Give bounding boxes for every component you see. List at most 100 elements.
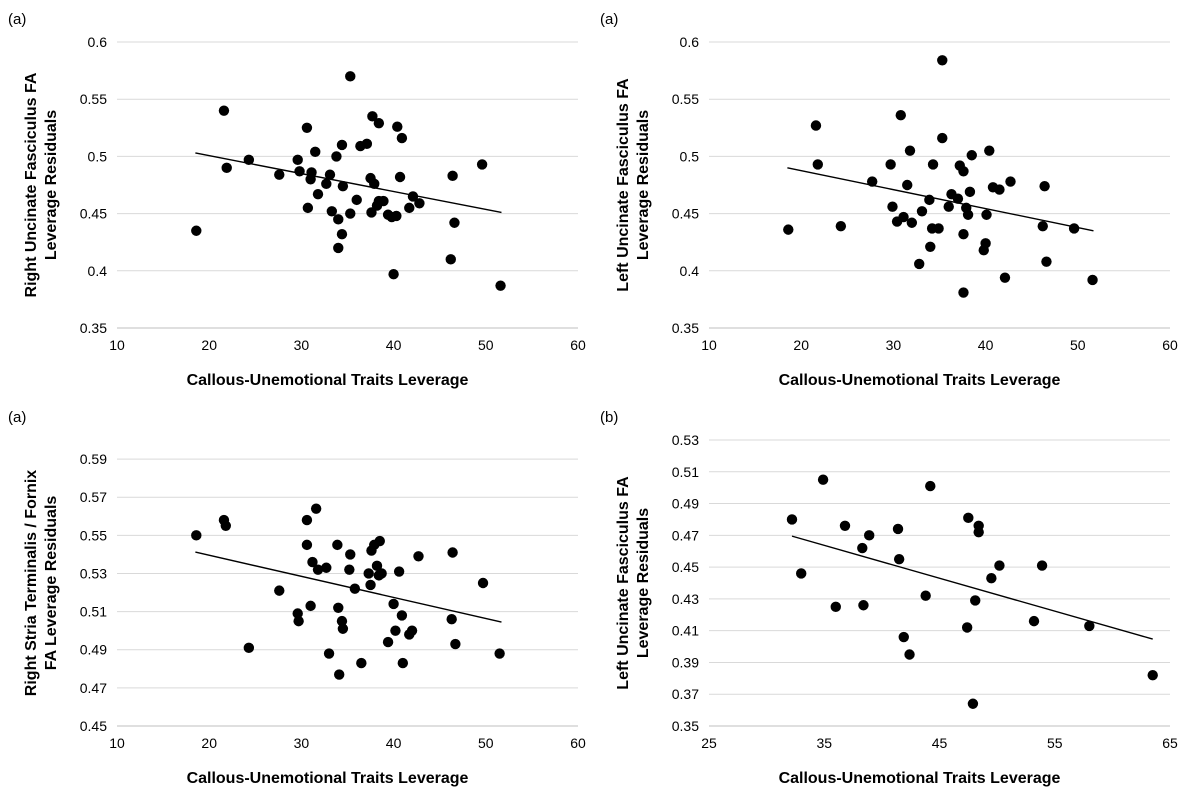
- data-point: [356, 657, 367, 669]
- data-point: [866, 176, 878, 187]
- y-axis-title: Left Uncinate Fasciculus FA: [615, 476, 632, 690]
- scatter-chart: 0.35 0.37 0.39 0.41 0.43 0.45 0.47 0.49 0.51 0.53…: [600, 409, 1178, 787]
- data-point: [973, 526, 984, 538]
- data-point: [404, 202, 415, 214]
- x-axis-title: Callous-Unemotional Traits Leverage: [187, 372, 469, 389]
- data-point: [367, 111, 378, 122]
- data-point: [1039, 180, 1050, 192]
- data-point: [984, 145, 995, 156]
- data-point: [1005, 176, 1016, 187]
- scatter-chart: 0.35 0.4 0.45 0.5 0.55 0.6 10 20 30 40 50 60 Callous…: [8, 11, 586, 389]
- y-tick-label: 0.39: [672, 654, 699, 670]
- data-point: [191, 530, 202, 541]
- data-point: [966, 150, 977, 161]
- data-point: [964, 186, 976, 198]
- data-point: [396, 132, 408, 144]
- data-point: [783, 224, 794, 235]
- data-point: [293, 615, 304, 627]
- data-point: [906, 217, 918, 228]
- data-point: [994, 184, 1005, 195]
- data-point: [477, 577, 489, 589]
- trendline: [787, 167, 1094, 232]
- data-point: [321, 178, 332, 190]
- data-point: [307, 556, 318, 568]
- scatter-chart: 0.35 0.4 0.45 0.5 0.55 0.6 10 20 30 40 50 60 Callous…: [600, 11, 1178, 389]
- data-point: [898, 211, 909, 223]
- x-tick-label: 50: [478, 735, 494, 751]
- panel-label: (b): [600, 409, 618, 426]
- data-point: [218, 105, 230, 116]
- data-point: [406, 625, 418, 636]
- data-point: [898, 631, 909, 643]
- data-point: [830, 601, 841, 613]
- panel-bottom-left: 0.45 0.47 0.49 0.51 0.53 0.55 0.57 0.59 10 20 30 40…: [0, 398, 592, 796]
- data-point: [345, 549, 356, 560]
- data-point: [243, 154, 255, 166]
- y-tick-label: 0.45: [80, 718, 107, 734]
- x-tick-label: 10: [701, 337, 717, 353]
- data-point: [963, 512, 974, 524]
- data-point: [345, 71, 356, 82]
- x-tick-label: 25: [701, 735, 717, 751]
- data-point: [388, 269, 399, 280]
- data-point: [333, 602, 344, 613]
- data-point: [274, 169, 285, 180]
- y-tick-label: 0.4: [680, 263, 700, 279]
- data-point: [413, 551, 424, 562]
- data-point: [927, 159, 939, 170]
- y-tick-label: 0.35: [80, 320, 107, 336]
- data-point: [388, 598, 399, 610]
- y-tick-label: 0.45: [672, 559, 699, 575]
- data-point: [396, 610, 408, 621]
- data-point: [390, 625, 401, 636]
- data-point: [333, 214, 344, 225]
- data-point: [306, 167, 317, 178]
- y-tick-label: 0.51: [672, 464, 699, 480]
- data-point: [447, 547, 458, 558]
- data-point: [937, 55, 948, 66]
- data-point: [961, 622, 973, 633]
- data-point: [312, 188, 324, 200]
- panel-top-left: 0.35 0.4 0.45 0.5 0.55 0.6 10 20 30 40 50 60 Callous…: [0, 0, 592, 398]
- y-tick-label: 0.47: [672, 527, 699, 543]
- x-tick-label: 60: [570, 735, 586, 751]
- data-point: [450, 638, 461, 650]
- y-tick-label: 0.53: [80, 565, 107, 581]
- data-point: [970, 595, 981, 606]
- data-point: [835, 220, 847, 232]
- data-point: [391, 210, 402, 222]
- data-point: [980, 238, 991, 249]
- x-axis-title: Callous-Unemotional Traits Leverage: [779, 770, 1061, 787]
- data-point: [301, 514, 313, 526]
- y-tick-label: 0.5: [680, 148, 700, 164]
- y-axis-title: Right Uncinate Fasciculus FA: [23, 72, 40, 297]
- y-tick-label: 0.45: [672, 206, 699, 222]
- data-point: [321, 562, 332, 573]
- data-point: [302, 202, 314, 214]
- y-tick-label: 0.55: [80, 91, 107, 107]
- data-point: [1068, 223, 1080, 234]
- y-axis-title: FA Leverage Residuals: [43, 496, 60, 671]
- data-point: [1084, 620, 1095, 632]
- data-point: [494, 648, 505, 659]
- data-point: [334, 669, 345, 680]
- x-tick-label: 30: [294, 337, 310, 353]
- data-point: [943, 201, 954, 212]
- y-tick-label: 0.6: [88, 34, 108, 50]
- y-tick-label: 0.4: [88, 263, 108, 279]
- data-point: [331, 151, 342, 162]
- data-point: [374, 535, 385, 547]
- data-point: [337, 623, 349, 634]
- data-point: [336, 615, 348, 627]
- data-point: [220, 520, 231, 531]
- x-tick-label: 10: [109, 735, 125, 751]
- data-point: [351, 194, 362, 206]
- data-point: [937, 132, 948, 144]
- x-axis-title: Callous-Unemotional Traits Leverage: [187, 770, 469, 787]
- data-point: [858, 600, 869, 611]
- data-point: [378, 195, 389, 207]
- data-point: [895, 110, 906, 121]
- x-tick-label: 20: [793, 337, 809, 353]
- y-tick-label: 0.41: [672, 623, 699, 639]
- x-tick-label: 60: [1162, 337, 1178, 353]
